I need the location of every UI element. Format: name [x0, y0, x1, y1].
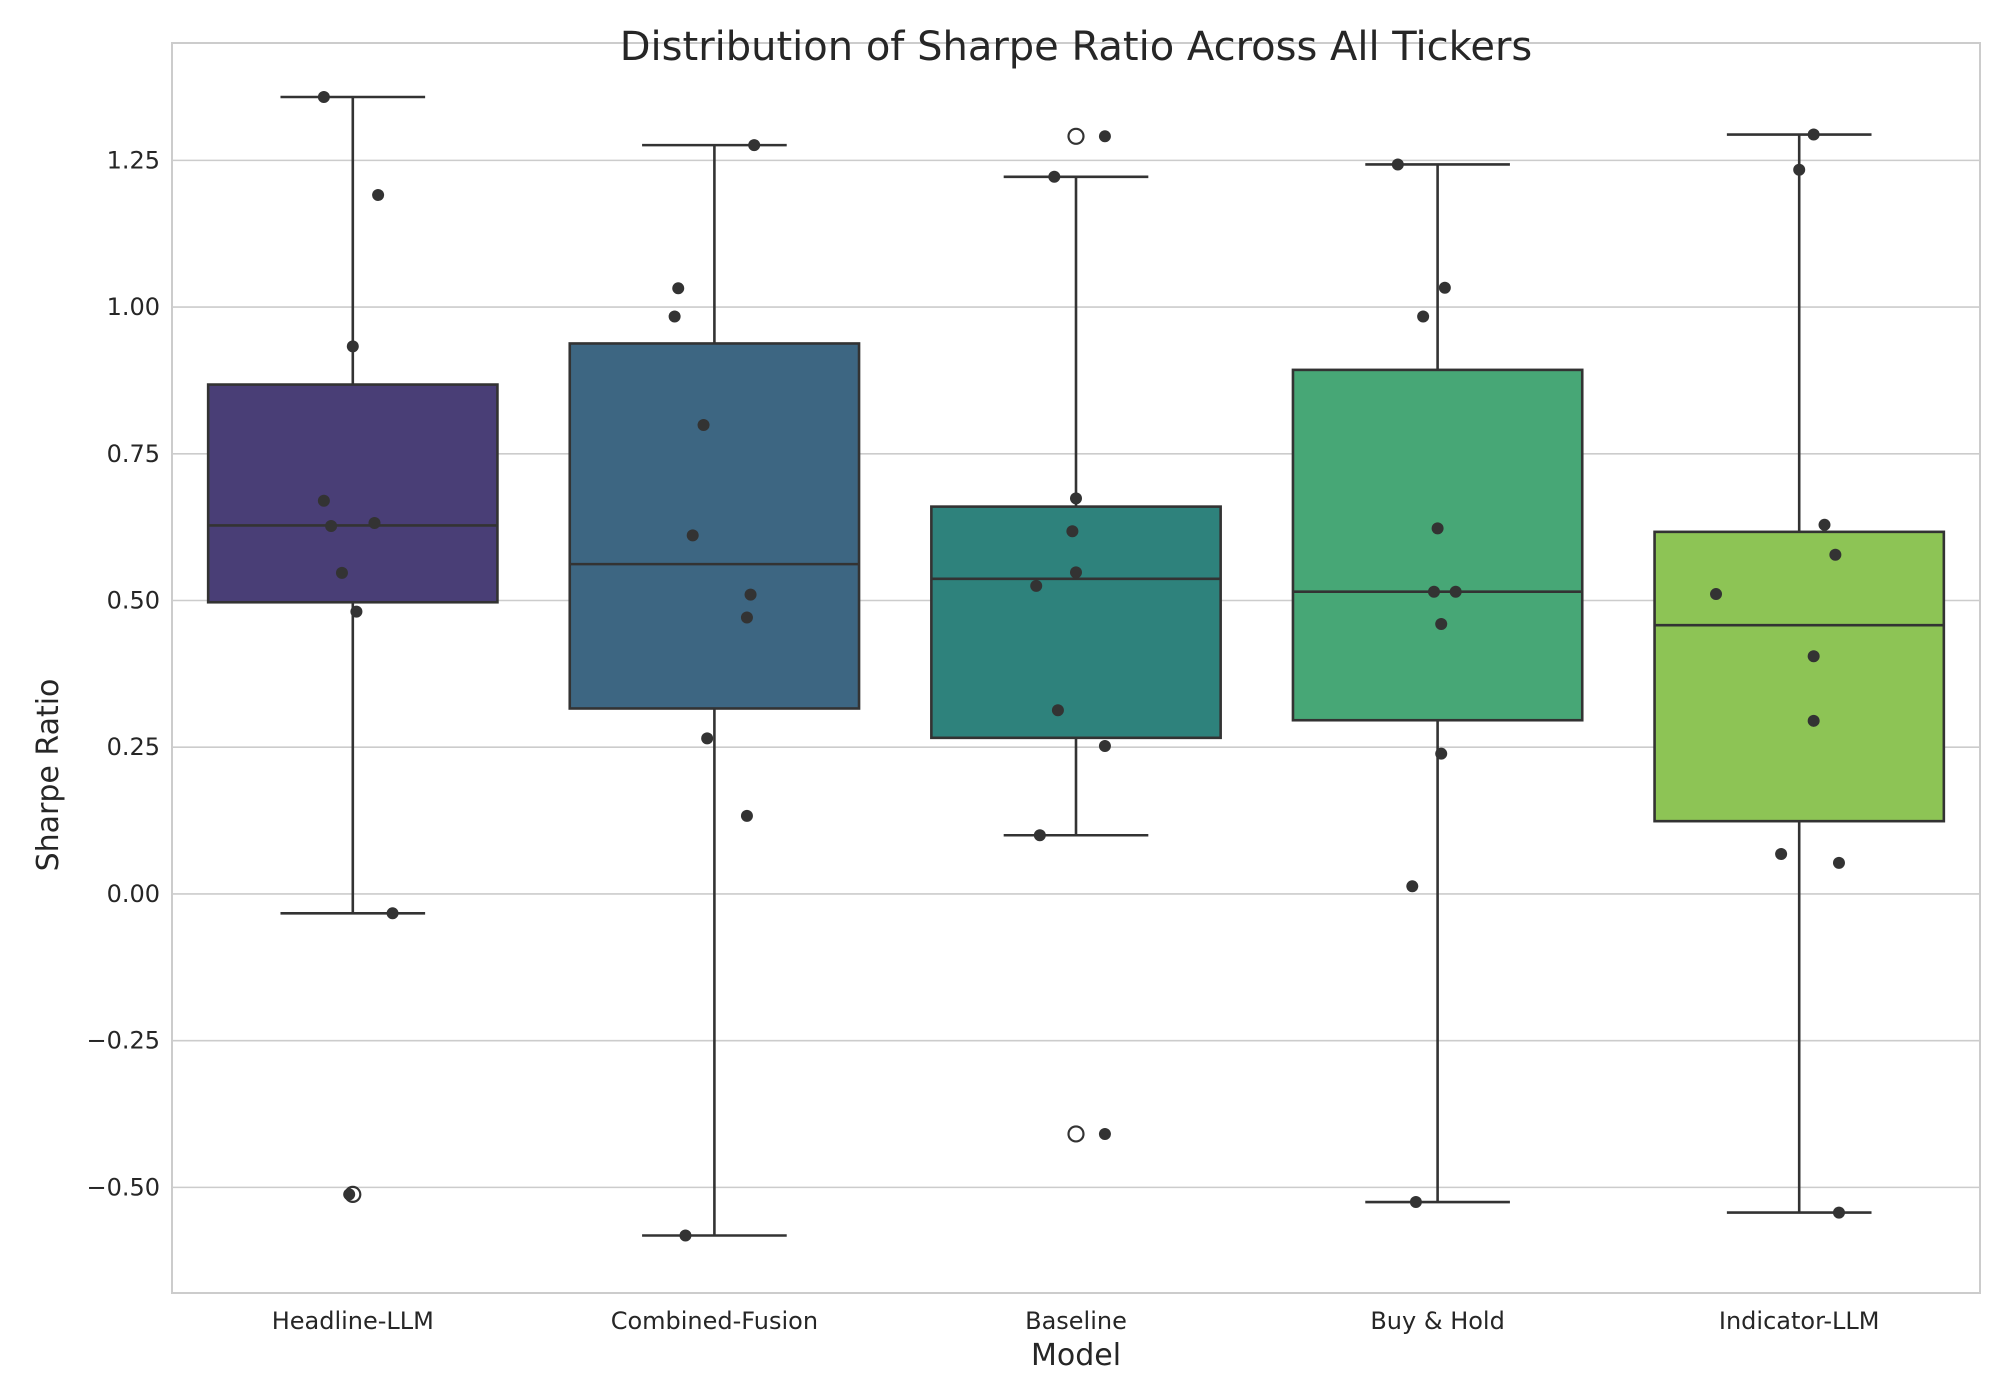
- strip-point: [1098, 1127, 1111, 1140]
- strip-point: [1391, 158, 1404, 171]
- strip-point: [317, 494, 330, 507]
- strip-point: [668, 310, 681, 323]
- y-tick-label: −0.25: [86, 1027, 160, 1055]
- x-tick-label: Indicator-LLM: [1719, 1307, 1880, 1335]
- strip-point: [386, 907, 399, 920]
- strip-point: [1818, 518, 1831, 531]
- box-group: [1291, 163, 1584, 1204]
- y-tick-label: 0.75: [107, 440, 160, 468]
- strip-point: [748, 139, 761, 152]
- strip-point: [1409, 1196, 1422, 1209]
- strip-point: [744, 588, 757, 601]
- strip-point: [1832, 1206, 1845, 1219]
- iqr-box: [206, 383, 499, 604]
- strip-point: [740, 611, 753, 624]
- y-axis-label: Sharpe Ratio: [31, 679, 66, 872]
- strip-point: [343, 1188, 356, 1201]
- strip-point: [1098, 130, 1111, 143]
- strip-point: [1807, 128, 1820, 141]
- strip-point: [350, 605, 363, 618]
- strip-point: [1048, 170, 1061, 183]
- strip-point: [1427, 585, 1440, 598]
- data-points: [317, 90, 1845, 1242]
- strip-point: [368, 517, 381, 530]
- iqr-box: [930, 505, 1222, 740]
- x-tick-label: Combined-Fusion: [611, 1307, 818, 1335]
- box-group: [568, 143, 861, 1237]
- strip-point: [1449, 585, 1462, 598]
- x-tick-label: Buy & Hold: [1370, 1307, 1504, 1335]
- strip-point: [1832, 856, 1845, 869]
- x-tick-labels: Headline-LLM Combined-Fusion Baseline Buy &…: [272, 1307, 1880, 1335]
- strip-point: [1438, 281, 1451, 294]
- strip-point: [679, 1229, 692, 1242]
- iqr-box: [1653, 530, 1946, 823]
- strip-point: [1829, 548, 1842, 561]
- box-group: [930, 127, 1222, 1143]
- boxes: [206, 95, 1946, 1237]
- box-group: [206, 95, 499, 1204]
- y-tick-label: 1.00: [107, 293, 160, 321]
- y-tick-label: 0.25: [107, 733, 160, 761]
- strip-point: [1030, 579, 1043, 592]
- strip-point: [1051, 704, 1064, 717]
- strip-point: [372, 188, 385, 201]
- y-tick-label: 0.50: [107, 587, 160, 615]
- x-tick-label: Baseline: [1025, 1307, 1127, 1335]
- strip-point: [1066, 525, 1079, 538]
- y-tick-labels: −0.50 −0.25 0.00 0.25 0.50 0.75 1.00 1.25: [86, 146, 160, 1201]
- strip-point: [701, 732, 714, 745]
- plot-frame: [171, 42, 1981, 1294]
- strip-point: [1710, 588, 1723, 601]
- strip-point: [672, 282, 685, 295]
- strip-point: [1098, 740, 1111, 753]
- strip-point: [1807, 650, 1820, 663]
- iqr-box: [1291, 368, 1584, 722]
- strip-point: [1435, 747, 1448, 760]
- strip-point: [740, 809, 753, 822]
- strip-point: [697, 419, 710, 432]
- y-tick-label: 1.25: [107, 146, 160, 174]
- strip-point: [1431, 522, 1444, 535]
- strip-point: [335, 566, 348, 579]
- strip-point: [1033, 829, 1046, 842]
- y-tick-label: 0.00: [107, 880, 160, 908]
- strip-point: [1793, 163, 1806, 176]
- strip-point: [1417, 310, 1430, 323]
- strip-point: [1807, 714, 1820, 727]
- strip-point: [1775, 848, 1788, 861]
- strip-point: [1406, 880, 1419, 893]
- strip-point: [1070, 492, 1082, 505]
- x-tick-label: Headline-LLM: [272, 1307, 434, 1335]
- strip-point: [317, 90, 330, 103]
- strip-point: [325, 519, 338, 532]
- strip-point: [1435, 617, 1448, 630]
- chart-title: Distribution of Sharpe Ratio Across All …: [620, 24, 1533, 70]
- strip-point: [686, 529, 699, 542]
- outlier-marker: [1067, 1125, 1085, 1143]
- iqr-box: [568, 342, 861, 710]
- x-axis-label: Model: [1031, 1338, 1121, 1373]
- strip-point: [346, 340, 359, 353]
- strip-point: [1070, 566, 1082, 579]
- y-tick-label: −0.50: [86, 1173, 160, 1201]
- outlier-marker: [1067, 127, 1085, 145]
- box-group: [1653, 133, 1946, 1214]
